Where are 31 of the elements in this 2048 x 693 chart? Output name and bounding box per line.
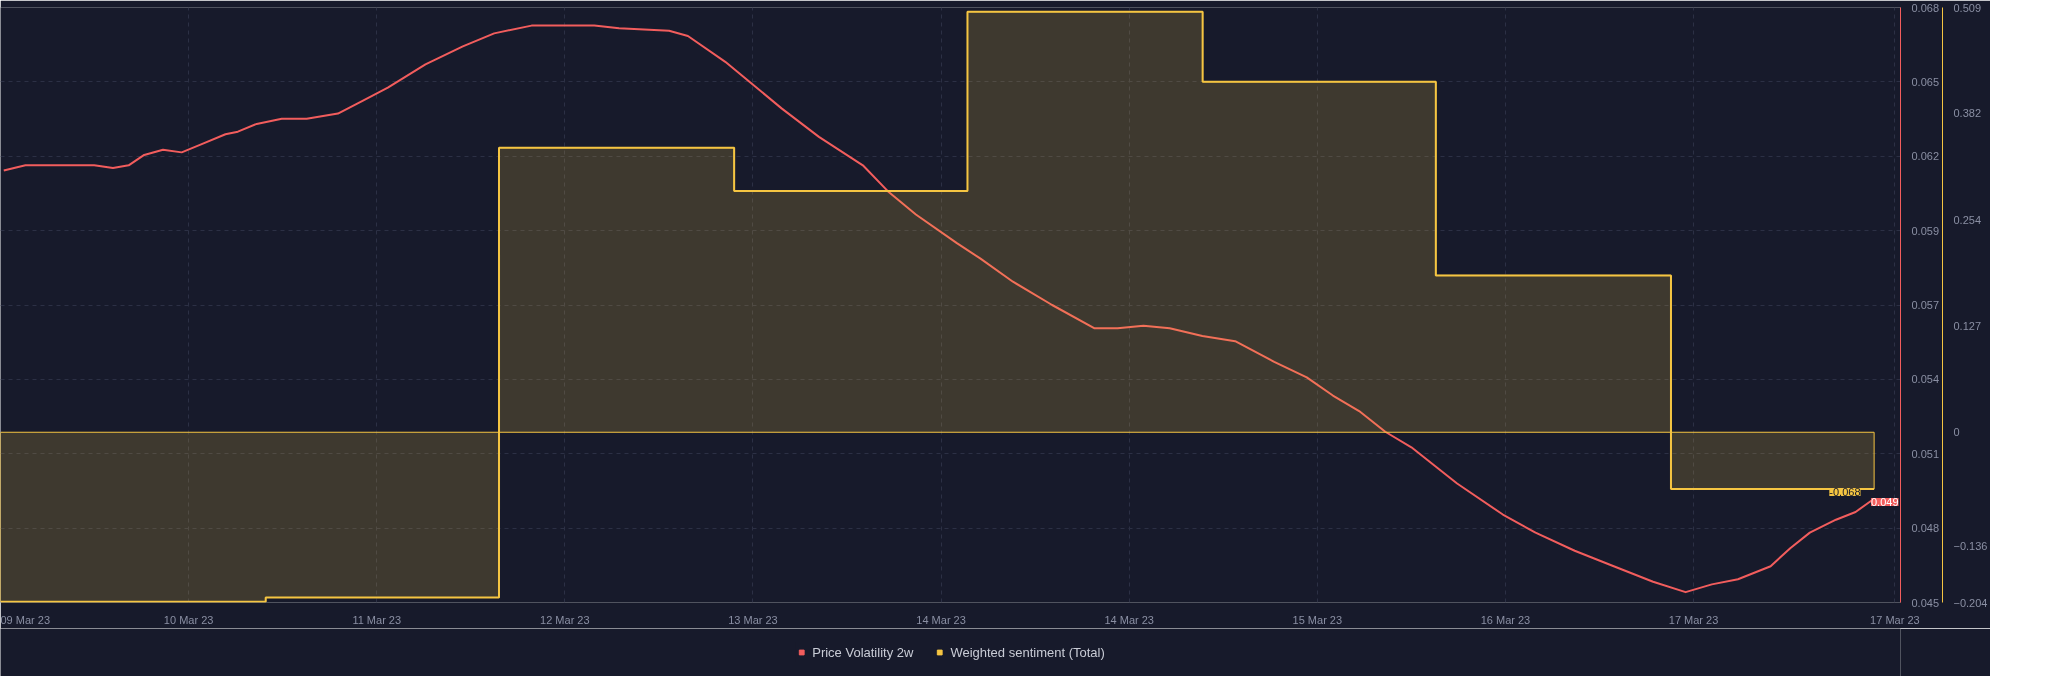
x-tick-label: 17 Mar 23 [1870,613,1920,626]
y-tick-label: 0.062 [1911,150,1940,163]
y2-tick-label: −0.136 [1953,539,1988,552]
legend-label: Weighted sentiment (Total) [950,644,1105,660]
x-tick-label: 15 Mar 23 [1292,613,1343,626]
y2-tick-label: 0.509 [1953,1,1982,14]
y2-tick-label: 0.382 [1953,107,1982,120]
x-tick-label: 09 Mar 23 [0,613,51,626]
x-tick-label: 11 Mar 23 [352,613,402,626]
y2-tick-label: 0.127 [1953,320,1982,333]
x-tick-label: 10 Mar 23 [163,613,214,626]
y-tick-label: 0.051 [1911,447,1940,460]
y-tick-label: 0.059 [1911,224,1940,237]
x-tick-label: 16 Mar 23 [1480,613,1531,626]
x-tick-label: 17 Mar 23 [1668,613,1719,626]
y2-tick-label: −0.204 [1953,596,1988,609]
x-tick-label: 14 Mar 23 [1104,613,1154,626]
y2-tick-label: 0 [1953,426,1960,439]
y-tick-label: 0.045 [1911,596,1940,609]
y2-tick-label: 0.254 [1953,214,1982,227]
data-label: -0.068 [1829,486,1861,499]
x-tick-label: 12 Mar 23 [540,613,590,626]
data-label: 0.049 [1870,496,1899,509]
y-tick-label: 0.057 [1911,299,1940,311]
legend-label: Price Volatility 2w [812,644,914,660]
y-tick-label: 0.065 [1911,75,1940,88]
x-tick-label: 14 Mar 23 [916,613,966,626]
y-tick-label: 0.054 [1911,373,1940,386]
x-tick-label: 13 Mar 23 [728,613,778,626]
y-tick-label: 0.048 [1911,522,1940,535]
y-tick-label: 0.068 [1911,1,1940,14]
